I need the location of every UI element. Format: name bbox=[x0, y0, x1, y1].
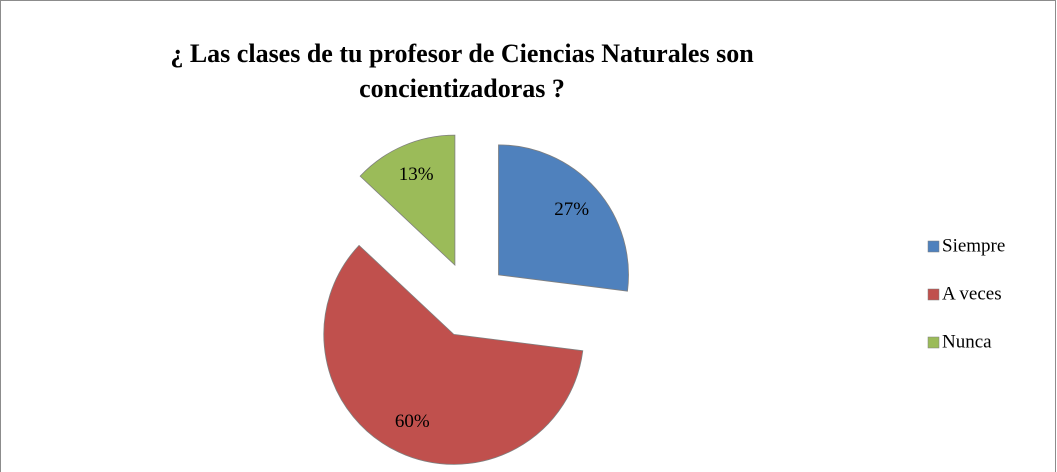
legend-label: A veces bbox=[942, 283, 1002, 304]
legend-label: Nunca bbox=[942, 331, 992, 352]
chart-title: ¿ Las clases de tu profesor de Ciencias … bbox=[170, 39, 754, 68]
legend-swatch bbox=[927, 288, 940, 301]
chart-title: concientizadoras ? bbox=[359, 74, 565, 103]
data-label: 13% bbox=[399, 164, 434, 185]
legend-swatch bbox=[927, 240, 940, 253]
pie-slice bbox=[323, 244, 584, 465]
data-label: 60% bbox=[395, 411, 430, 432]
pie-slice bbox=[498, 144, 629, 292]
pie-slice bbox=[359, 134, 456, 267]
legend-label: Siempre bbox=[942, 235, 1005, 256]
legend-swatch bbox=[927, 336, 940, 349]
data-label: 27% bbox=[554, 199, 589, 220]
